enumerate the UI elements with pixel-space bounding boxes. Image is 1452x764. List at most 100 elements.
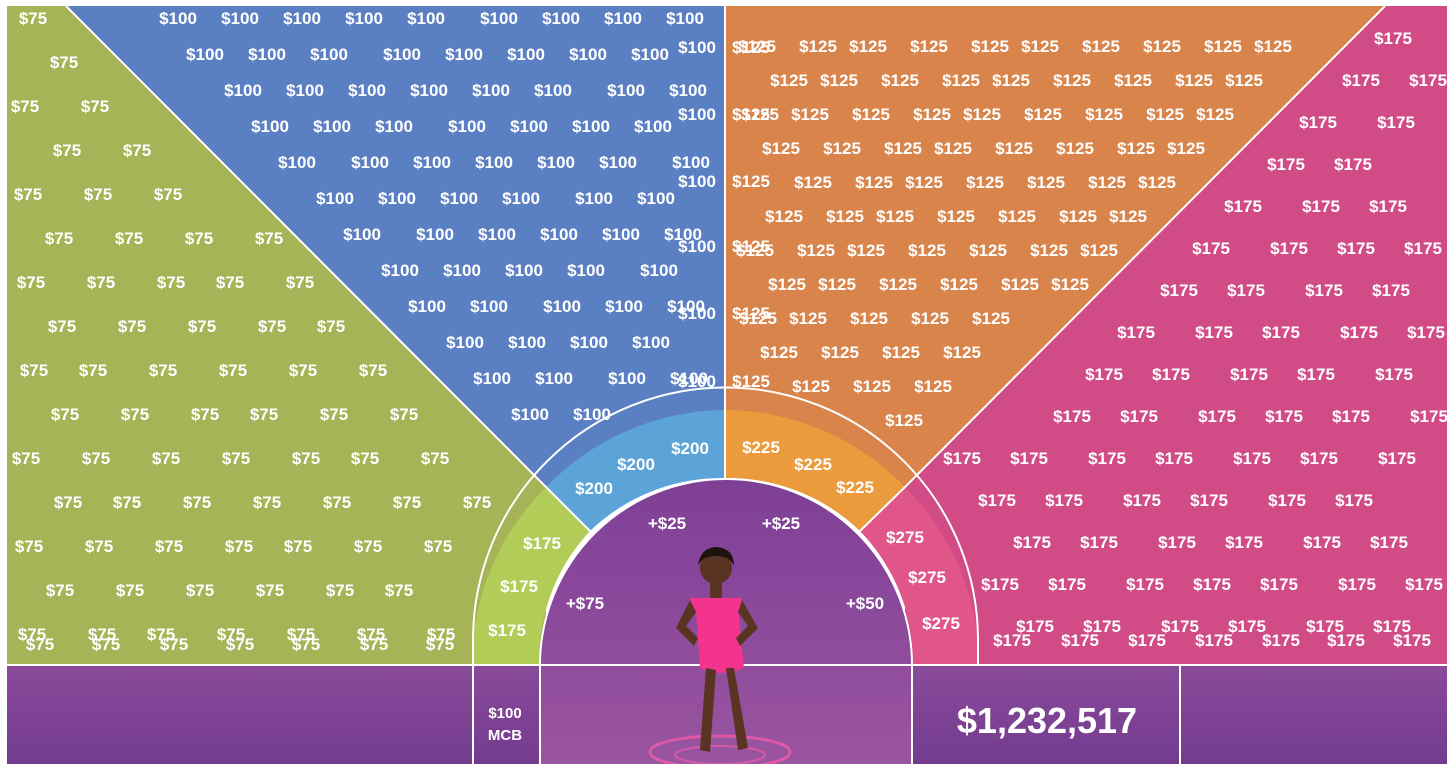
value-75: $75 xyxy=(17,273,45,292)
mcb-label: MCB xyxy=(488,727,522,744)
value-75: $75 xyxy=(48,317,76,336)
value-75: $75 xyxy=(216,273,244,292)
value-125: $125 xyxy=(943,343,981,362)
value-175: $175 xyxy=(1303,533,1341,552)
value-175: $175 xyxy=(1299,113,1337,132)
value-75: $75 xyxy=(116,581,144,600)
value-75: $75 xyxy=(11,97,39,116)
value-175: $175 xyxy=(1265,407,1303,426)
value-75: $75 xyxy=(289,361,317,380)
value-125: $125 xyxy=(969,241,1007,260)
value-125: $125 xyxy=(1175,71,1213,90)
value-100: $100 xyxy=(631,45,669,64)
value-175: $175 xyxy=(1334,155,1372,174)
value-75: $75 xyxy=(427,625,455,644)
mcb-value: $100 xyxy=(488,705,521,722)
ring-value-175: $175 xyxy=(488,621,526,640)
value-175: $175 xyxy=(1120,407,1158,426)
value-125: $125 xyxy=(1109,207,1147,226)
value-125: $125 xyxy=(908,241,946,260)
hub-bonus-top-left: +$25 xyxy=(648,514,686,533)
value-125: $125 xyxy=(732,38,770,57)
value-175: $175 xyxy=(1327,631,1365,650)
section-175 xyxy=(905,6,1447,665)
value-100: $100 xyxy=(543,297,581,316)
value-100: $100 xyxy=(669,81,707,100)
value-100: $100 xyxy=(448,117,486,136)
value-125: $125 xyxy=(1024,105,1062,124)
value-175: $175 xyxy=(1378,449,1416,468)
value-175: $175 xyxy=(1126,575,1164,594)
value-100: $100 xyxy=(575,189,613,208)
value-175: $175 xyxy=(1128,631,1166,650)
ring-value-175: $175 xyxy=(523,534,561,553)
value-100: $100 xyxy=(445,45,483,64)
value-125: $125 xyxy=(739,309,777,328)
value-100: $100 xyxy=(407,9,445,28)
value-175: $175 xyxy=(1013,533,1051,552)
value-100: $100 xyxy=(570,333,608,352)
value-75: $75 xyxy=(157,273,185,292)
value-125: $125 xyxy=(1117,139,1155,158)
value-100: $100 xyxy=(348,81,386,100)
value-75: $75 xyxy=(286,273,314,292)
value-175: $175 xyxy=(1010,449,1048,468)
value-175: $175 xyxy=(1404,239,1442,258)
value-75: $75 xyxy=(217,625,245,644)
value-175: $175 xyxy=(1161,617,1199,636)
value-100: $100 xyxy=(535,369,573,388)
value-100: $100 xyxy=(640,261,678,280)
value-75: $75 xyxy=(292,449,320,468)
value-175: $175 xyxy=(1372,281,1410,300)
value-100: $100 xyxy=(443,261,481,280)
value-75: $75 xyxy=(463,493,491,512)
value-125: $125 xyxy=(770,71,808,90)
value-100: $100 xyxy=(511,405,549,424)
value-125: $125 xyxy=(736,241,774,260)
ring-value-225: $225 xyxy=(742,438,780,457)
value-75: $75 xyxy=(320,405,348,424)
value-100: $100 xyxy=(408,297,446,316)
value-100: $100 xyxy=(310,45,348,64)
value-175: $175 xyxy=(1268,491,1306,510)
value-100: $100 xyxy=(637,189,675,208)
value-75: $75 xyxy=(287,625,315,644)
value-100: $100 xyxy=(604,9,642,28)
value-125: $125 xyxy=(1085,105,1123,124)
value-75: $75 xyxy=(92,635,120,654)
value-175: $175 xyxy=(1123,491,1161,510)
value-75: $75 xyxy=(82,449,110,468)
value-175: $175 xyxy=(1225,533,1263,552)
value-100: $100 xyxy=(446,333,484,352)
value-125: $125 xyxy=(881,71,919,90)
contestant-figure xyxy=(648,547,792,764)
value-175: $175 xyxy=(1080,533,1118,552)
value-75: $75 xyxy=(183,493,211,512)
value-175: $175 xyxy=(1228,617,1266,636)
value-125: $125 xyxy=(942,71,980,90)
value-125: $125 xyxy=(732,105,770,124)
value-125: $125 xyxy=(849,37,887,56)
value-75: $75 xyxy=(393,493,421,512)
value-75: $75 xyxy=(149,361,177,380)
value-75: $75 xyxy=(50,53,78,72)
value-125: $125 xyxy=(791,105,829,124)
value-175: $175 xyxy=(1373,617,1411,636)
value-175: $175 xyxy=(993,631,1031,650)
value-100: $100 xyxy=(632,333,670,352)
value-125: $125 xyxy=(876,207,914,226)
value-175: $175 xyxy=(1195,323,1233,342)
value-125: $125 xyxy=(821,343,859,362)
value-125: $125 xyxy=(789,309,827,328)
value-75: $75 xyxy=(317,317,345,336)
value-100: $100 xyxy=(345,9,383,28)
value-100: $100 xyxy=(221,9,259,28)
value-75: $75 xyxy=(426,635,454,654)
value-100: $100 xyxy=(672,153,710,172)
value-125: $125 xyxy=(910,37,948,56)
value-175: $175 xyxy=(1409,71,1447,90)
value-175: $175 xyxy=(1262,631,1300,650)
value-175: $175 xyxy=(1085,365,1123,384)
value-125: $125 xyxy=(884,139,922,158)
value-100: $100 xyxy=(510,117,548,136)
